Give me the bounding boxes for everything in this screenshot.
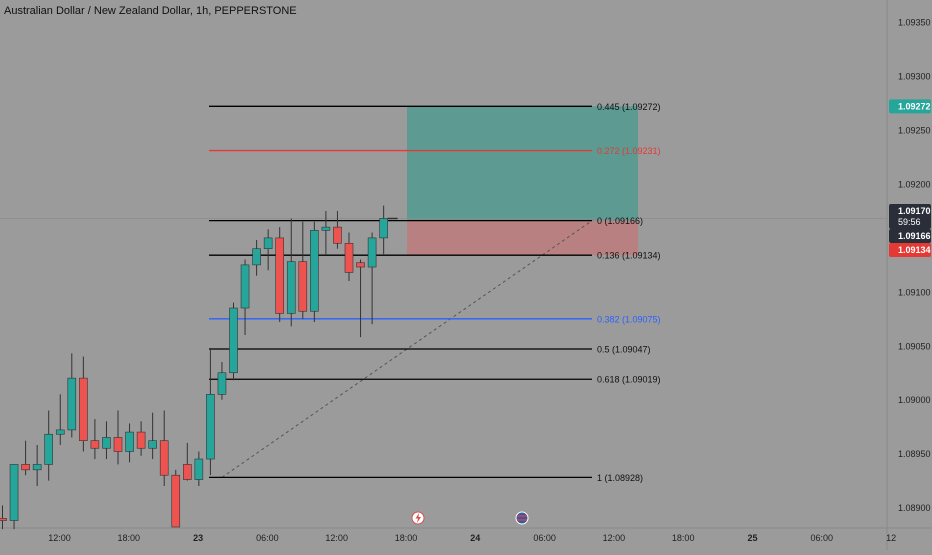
candle-down (159, 440, 169, 476)
x-tick-label: 24 (470, 533, 480, 543)
candle-down (136, 431, 146, 449)
candle-up (321, 226, 331, 231)
fib-level-label: 0.272 (1.09231) (597, 146, 661, 156)
price-axis-label-bg (889, 99, 931, 114)
fib-level-label: 0.382 (1.09075) (597, 314, 661, 324)
candle-up (217, 372, 227, 395)
candle-up (67, 377, 77, 431)
fib-level-label: 1 (1.08928) (597, 473, 643, 483)
y-tick-label: 1.08950 (898, 449, 931, 459)
x-tick-label: 06:00 (533, 533, 556, 543)
candle-up (32, 464, 42, 471)
position-loss-zone (407, 220, 638, 256)
price-axis-label: 1.09166 (898, 231, 931, 241)
candle-down (333, 226, 342, 244)
candle-up (252, 248, 261, 266)
x-tick-label: 18:00 (118, 533, 141, 543)
fib-level-label: 0.618 (1.09019) (597, 375, 661, 385)
y-tick-label: 1.09100 (898, 287, 931, 297)
x-tick-label: 25 (747, 533, 757, 543)
y-tick-label: 1.08900 (898, 503, 931, 513)
candle-down (171, 474, 181, 528)
candle-down (0, 518, 7, 521)
price-axis-label-bg (889, 243, 931, 257)
candle-down (183, 464, 192, 480)
candle-up (240, 264, 250, 309)
y-tick-label: 1.09300 (898, 72, 931, 82)
countdown-label: 59:56 (898, 217, 921, 227)
candle-down (356, 262, 365, 268)
position-profit-zone (407, 106, 638, 221)
x-tick-label: 23 (193, 533, 203, 543)
candle-down (344, 243, 354, 273)
candle-down (298, 261, 308, 312)
candle-up (102, 437, 111, 449)
x-tick-label: 12:00 (48, 533, 71, 543)
candle-up (9, 464, 19, 521)
x-tick-label: 12:00 (325, 533, 348, 543)
x-tick-label: 06:00 (811, 533, 834, 543)
price-axis-label: 1.09170 (898, 206, 931, 216)
candle-up (379, 218, 388, 239)
candle-up (286, 261, 296, 314)
candle-up (310, 230, 319, 312)
x-tick-label: 18:00 (395, 533, 418, 543)
lightning-icon (411, 511, 425, 525)
y-tick-label: 1.09250 (898, 126, 931, 136)
y-tick-label: 1.09000 (898, 395, 931, 405)
candle-down (275, 237, 285, 314)
y-tick-label: 1.09050 (898, 341, 931, 351)
price-axis-label: 1.09272 (898, 101, 931, 111)
candle-down (113, 437, 123, 452)
fib-level-label: 0.136 (1.09134) (597, 251, 661, 261)
x-tick-label: 12:00 (603, 533, 626, 543)
candle-down (21, 464, 30, 471)
candle-up (44, 433, 54, 465)
price-axis-label-bg (889, 229, 931, 243)
fib-level-label: 0.5 (1.09047) (597, 345, 651, 355)
candle-up (263, 237, 273, 250)
y-tick-label: 1.09350 (898, 18, 931, 28)
candle-up (367, 237, 377, 268)
x-tick-label: 06:00 (256, 533, 279, 543)
flag-icon (515, 511, 529, 525)
candle-down (79, 377, 88, 442)
x-tick-label: 12 (886, 533, 896, 543)
fib-level-label: 0 (1.09166) (597, 216, 643, 226)
candle-down (90, 440, 100, 449)
candle-up (148, 440, 157, 449)
price-axis (887, 0, 932, 550)
candle-up (194, 458, 204, 480)
x-tick-label: 18:00 (672, 533, 695, 543)
fib-level-label: 0.445 (1.09272) (597, 102, 661, 112)
chart-title: Australian Dollar / New Zealand Dollar, … (4, 5, 297, 17)
y-tick-label: 1.09200 (898, 179, 931, 189)
candle-up (206, 394, 215, 460)
price-axis-label-bg (889, 204, 931, 229)
candle-up (229, 307, 238, 374)
candle-up (55, 429, 65, 435)
price-axis-label: 1.09134 (898, 245, 931, 255)
candle-up (125, 431, 134, 452)
